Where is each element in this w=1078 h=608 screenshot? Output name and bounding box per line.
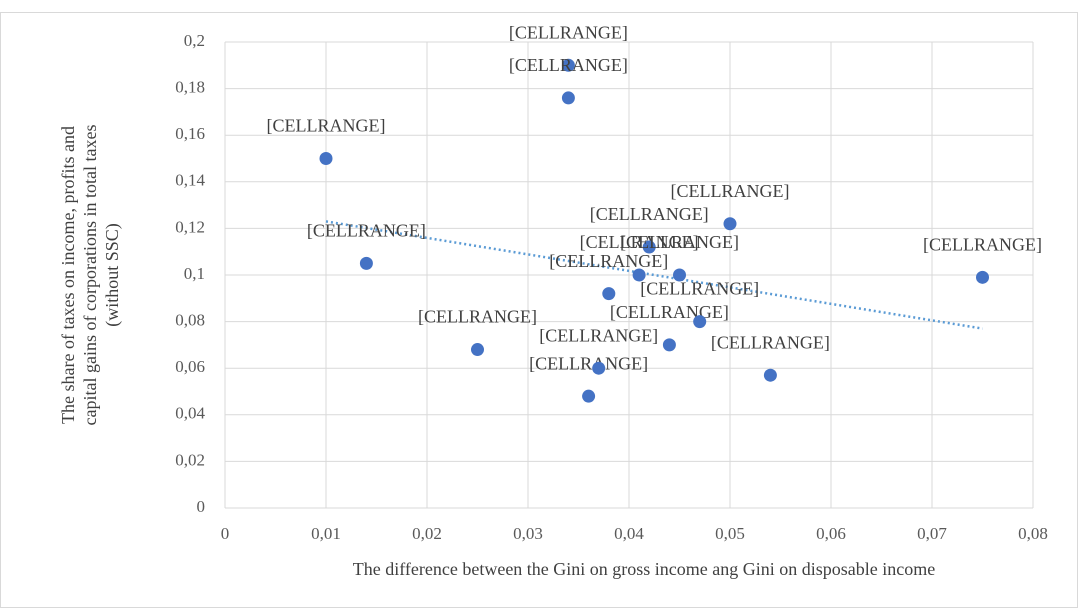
y-tick-label: 0 [197,497,206,516]
point [471,343,484,357]
data-label: [CELLRANGE] [307,220,426,240]
data-label: [CELLRANGE] [640,279,759,299]
point [319,152,333,165]
point [763,368,777,382]
data-label: [CELLRANGE] [671,181,790,201]
data-label: [CELLRANGE] [509,22,628,42]
data-label: [CELLRANGE] [549,251,668,271]
point [976,270,989,284]
point [359,256,373,270]
x-tick-label: 0,04 [614,524,644,543]
y-tick-label: 0,2 [184,31,205,50]
data-label: [CELLRANGE] [267,116,386,136]
data-label: [CELLRANGE] [529,353,648,373]
y-tick-label: 0,02 [175,450,205,469]
point [673,268,686,282]
x-tick-label: 0 [221,524,230,543]
data-label: [CELLRANGE] [610,302,729,322]
point [642,240,656,254]
y-tick-label: 0,14 [175,171,205,190]
data-label: [CELLRANGE] [590,204,709,224]
x-tick-label: 0,05 [715,524,745,543]
point [632,268,646,282]
x-tick-label: 0,01 [311,524,341,543]
y-tick-label: 0,18 [175,78,205,97]
y-axis-title-line: The share of taxes on income, profits an… [58,126,78,424]
y-tick-label: 0,04 [175,404,205,423]
y-axis-title-line: (without SSC) [102,223,123,327]
data-label: [CELLRANGE] [620,232,739,252]
y-tick-label: 0,1 [184,264,205,283]
data-label: [CELLRANGE] [711,332,830,352]
y-tick-label: 0,16 [175,124,205,143]
data-label: [CELLRANGE] [923,234,1042,254]
x-axis-title: The difference between the Gini on gross… [353,559,936,579]
point [723,217,737,231]
chart-border [0,12,1078,608]
point [602,287,616,301]
y-axis-title: The share of taxes on income, profits an… [58,125,123,426]
x-tick-label: 0,08 [1018,524,1048,543]
x-tick-label: 0,07 [917,524,947,543]
point [693,315,707,329]
data-label: [CELLRANGE] [539,325,658,345]
data-label: [CELLRANGE] [418,307,537,327]
trendline [325,220,983,330]
point [561,58,575,72]
y-tick-label: 0,12 [175,217,205,236]
y-axis-title-line: capital gains of corporations in total t… [80,125,100,426]
data-label: [CELLRANGE] [509,55,628,75]
point [662,338,676,352]
x-tick-label: 0,06 [816,524,846,543]
y-tick-label: 0,06 [175,357,205,376]
y-tick-label: 0,08 [175,311,205,330]
point [582,389,596,403]
point [561,91,575,105]
point [592,361,606,375]
x-tick-label: 0,03 [513,524,543,543]
data-label: [CELLRANGE] [580,232,699,252]
x-tick-label: 0,02 [412,524,442,543]
